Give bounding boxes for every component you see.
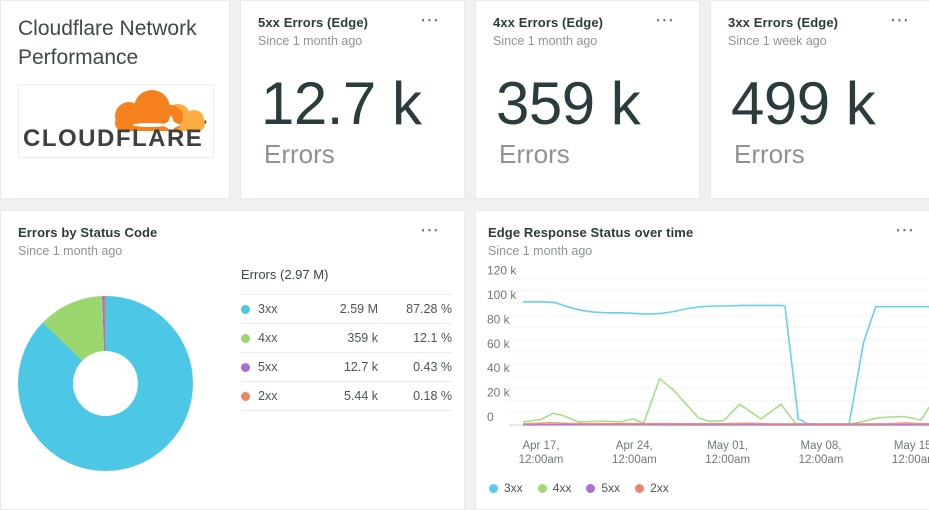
cloudflare-logo-trademark: ' bbox=[204, 118, 207, 132]
series-label: 2xx bbox=[650, 481, 669, 495]
y-axis-label: 0 bbox=[487, 410, 494, 424]
card-subtitle: Since 1 month ago bbox=[258, 34, 363, 48]
series-label: 4xx bbox=[258, 331, 278, 345]
series-color-dot bbox=[537, 483, 547, 493]
cloudflare-logo-image: CLOUDFLARE ' bbox=[23, 90, 207, 152]
card-title: 5xx Errors (Edge) bbox=[258, 15, 369, 30]
card-title: Errors by Status Code bbox=[18, 225, 158, 240]
x-axis-label: Apr 24, 12:00am bbox=[611, 440, 657, 466]
series-label: 2xx bbox=[258, 389, 278, 403]
series-line-4xx[interactable] bbox=[522, 377, 929, 426]
chart-legend-item[interactable]: 3xx bbox=[489, 481, 523, 495]
series-label: 5xx bbox=[258, 360, 278, 374]
series-value: 2.59 M bbox=[339, 302, 378, 316]
series-percent: 0.18 % bbox=[413, 389, 452, 403]
billboard-value: 12.7 k bbox=[261, 70, 422, 137]
cloudflare-logo: CLOUDFLARE ' bbox=[18, 84, 214, 158]
billboard-unit: Errors bbox=[734, 139, 805, 169]
billboard-unit: Errors bbox=[264, 139, 335, 169]
x-axis-label: May 01, 12:00am bbox=[705, 440, 751, 466]
overflow-menu-icon[interactable]: ⋯ bbox=[895, 220, 915, 241]
billboard-5xx-errors: 5xx Errors (Edge) Since 1 month ago ⋯ 12… bbox=[240, 0, 465, 199]
card-subtitle: Since 1 week ago bbox=[728, 34, 827, 48]
x-axis-label: Apr 17, 12:00am bbox=[518, 440, 564, 466]
pie-legend-row[interactable]: 4xx 359 k 12.1 % bbox=[241, 324, 452, 353]
cloudflare-logo-text: CLOUDFLARE bbox=[23, 125, 203, 152]
y-axis-label: 80 k bbox=[487, 312, 511, 326]
card-title: 4xx Errors (Edge) bbox=[493, 15, 604, 30]
pie-legend-header: Errors (2.97 M) bbox=[241, 267, 329, 282]
y-axis-label: 20 k bbox=[487, 386, 511, 400]
card-title: Edge Response Status over time bbox=[488, 225, 694, 240]
billboard-value: 499 k bbox=[731, 70, 876, 137]
series-value: 5.44 k bbox=[343, 389, 378, 403]
series-label: 3xx bbox=[504, 481, 523, 495]
y-axis-label: 60 k bbox=[487, 337, 511, 351]
series-label: 4xx bbox=[552, 481, 572, 495]
pie-legend-row[interactable]: 2xx 5.44 k 0.18 % bbox=[241, 382, 452, 411]
donut-chart[interactable] bbox=[18, 296, 193, 471]
card-title: 3xx Errors (Edge) bbox=[728, 15, 839, 30]
overflow-menu-icon[interactable]: ⋯ bbox=[420, 220, 440, 241]
y-axis-label: 100 k bbox=[487, 288, 517, 302]
x-axis-label: May 15,12:00am bbox=[891, 440, 929, 466]
chart-legend: 3xx 4xx 5xx 2xx bbox=[489, 481, 684, 495]
overflow-menu-icon[interactable]: ⋯ bbox=[420, 10, 440, 31]
series-label: 5xx bbox=[601, 481, 621, 495]
billboard-4xx-errors: 4xx Errors (Edge) Since 1 month ago ⋯ 35… bbox=[475, 0, 700, 199]
y-axis-label: 40 k bbox=[487, 361, 511, 375]
series-color-dot bbox=[241, 304, 250, 314]
chart-legend-item[interactable]: 5xx bbox=[586, 481, 620, 495]
card-subtitle: Since 1 month ago bbox=[18, 244, 123, 258]
header-card: Cloudflare Network Performance CLOUDFLAR… bbox=[0, 0, 230, 199]
overflow-menu-icon[interactable]: ⋯ bbox=[655, 10, 675, 31]
pie-legend-row[interactable]: 3xx 2.59 M 87.28 % bbox=[241, 295, 452, 324]
series-line-2xx[interactable] bbox=[522, 422, 929, 425]
line-chart-svg[interactable]: 120 k 100 k 80 k 60 k 40 k 20 k 0 bbox=[476, 211, 929, 510]
series-line-3xx[interactable] bbox=[522, 301, 929, 426]
chart-legend-item[interactable]: 2xx bbox=[635, 481, 669, 495]
series-color-dot bbox=[241, 333, 250, 343]
billboard-unit: Errors bbox=[499, 139, 570, 169]
series-percent: 0.43 % bbox=[413, 360, 452, 374]
series-percent: 12.1 % bbox=[413, 331, 452, 345]
page-title: Cloudflare Network Performance bbox=[18, 17, 197, 69]
donut-hole bbox=[73, 351, 138, 416]
edge-response-status-card: Edge Response Status over time Since 1 m… bbox=[475, 210, 929, 510]
chart-legend-item[interactable]: 4xx bbox=[537, 481, 572, 495]
series-color-dot bbox=[586, 483, 596, 493]
pie-legend: Errors (2.97 M) 3xx 2.59 M 87.28 % 4xx 3… bbox=[241, 267, 452, 411]
x-axis-labels: Apr 17, 12:00am Apr 24, 12:00am May 01, 12:00… bbox=[476, 439, 929, 471]
series-value: 12.7 k bbox=[343, 360, 378, 374]
series-color-dot bbox=[635, 483, 645, 493]
series-value: 359 k bbox=[347, 331, 378, 345]
card-subtitle: Since 1 month ago bbox=[488, 244, 593, 258]
overflow-menu-icon[interactable]: ⋯ bbox=[890, 10, 910, 31]
y-axis-label: 120 k bbox=[487, 264, 517, 278]
series-color-dot bbox=[489, 483, 498, 493]
series-color-dot bbox=[241, 391, 250, 401]
x-axis-label: May 08, 12:00am bbox=[798, 440, 844, 466]
billboard-value: 359 k bbox=[496, 70, 641, 137]
billboard-3xx-errors: 3xx Errors (Edge) Since 1 week ago ⋯ 499… bbox=[710, 0, 929, 199]
series-color-dot bbox=[241, 362, 250, 372]
series-percent: 87.28 % bbox=[406, 302, 452, 316]
errors-by-status-card: Errors by Status Code Since 1 month ago … bbox=[0, 210, 465, 510]
pie-legend-row[interactable]: 5xx 12.7 k 0.43 % bbox=[241, 353, 452, 382]
card-subtitle: Since 1 month ago bbox=[493, 34, 598, 48]
series-label: 3xx bbox=[258, 302, 278, 316]
